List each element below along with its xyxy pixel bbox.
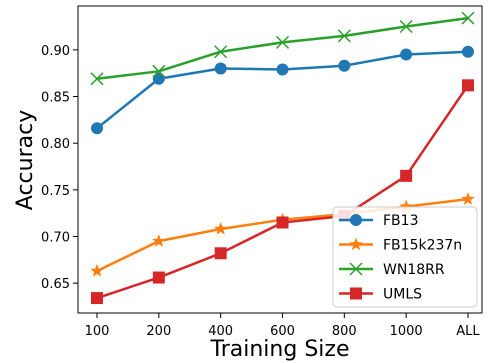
y-tick-label: 0.70: [41, 230, 70, 245]
data-point-umls: [461, 79, 474, 92]
x-tick-label: 600: [270, 324, 295, 339]
legend-marker: [350, 287, 362, 300]
legend-item-wn18rr: WN18RR: [339, 262, 445, 278]
data-point-fb13: [214, 62, 227, 75]
legend-label: FB13: [383, 213, 418, 229]
x-tick-label: ALL: [456, 324, 480, 339]
data-point-fb13: [461, 45, 474, 58]
y-tick-label: 0.65: [41, 277, 70, 292]
data-point-wn18rr: [461, 11, 475, 25]
data-point-wn18rr: [275, 35, 290, 49]
data-point-fb15k237n: [152, 234, 166, 247]
legend: FB13 FB15k237n WN18RR UMLS: [332, 206, 478, 308]
data-point-wn18rr: [337, 29, 351, 43]
data-point-wn18rr: [152, 64, 166, 78]
x-tick-label: 100: [85, 324, 110, 339]
series-line-fb13: [96, 50, 469, 130]
data-point-fb15k237n: [399, 199, 413, 213]
legend-box: [332, 206, 478, 308]
series-wn18rr: [90, 11, 475, 86]
legend-marker: [349, 237, 363, 251]
data-point-wn18rr: [399, 19, 413, 34]
data-point-fb13: [152, 72, 165, 85]
legend-item-fb15k237n: FB15k237n: [339, 237, 462, 254]
y-axis: 0.65 0.70 0.75 0.80 0.85 0.90: [41, 44, 78, 292]
legend-label: FB15k237n: [383, 238, 462, 254]
data-point-fb13: [91, 122, 103, 135]
data-point-umls: [152, 271, 165, 284]
x-tick-label: 400: [208, 324, 233, 339]
data-point-fb13: [276, 63, 289, 76]
y-tick-label: 0.90: [41, 44, 70, 59]
data-point-fb13: [338, 59, 351, 72]
legend-label: UMLS: [383, 287, 422, 303]
legend-item-fb13: FB13: [339, 213, 418, 229]
legend-item-umls: UMLS: [339, 287, 422, 303]
data-point-fb15k237n: [214, 222, 228, 235]
y-tick-label: 0.75: [41, 184, 70, 199]
legend-marker: [350, 214, 362, 226]
data-point-wn18rr: [214, 45, 228, 59]
x-axis-label: Training Size: [210, 337, 350, 362]
data-point-umls: [400, 169, 413, 182]
data-point-umls: [91, 292, 103, 305]
plot-frame: [77, 5, 483, 314]
y-tick-label: 0.85: [41, 91, 70, 106]
x-tick-label: 1000: [390, 324, 423, 339]
legend-marker: [349, 262, 363, 276]
x-tick-label: 200: [146, 324, 171, 339]
y-axis-label: Accuracy: [13, 110, 38, 210]
data-point-wn18rr: [90, 72, 104, 86]
data-point-umls: [214, 247, 227, 260]
data-point-fb15k237n: [461, 192, 475, 205]
data-point-fb13: [400, 48, 413, 61]
legend-label: WN18RR: [383, 262, 445, 278]
x-axis: 100 200 400 600 800 1000 ALL: [85, 313, 480, 339]
y-tick-label: 0.80: [41, 137, 70, 152]
x-tick-label: 800: [332, 324, 357, 339]
series-fb13: [91, 45, 474, 135]
data-point-umls: [276, 216, 289, 229]
data-point-fb15k237n: [90, 264, 104, 277]
